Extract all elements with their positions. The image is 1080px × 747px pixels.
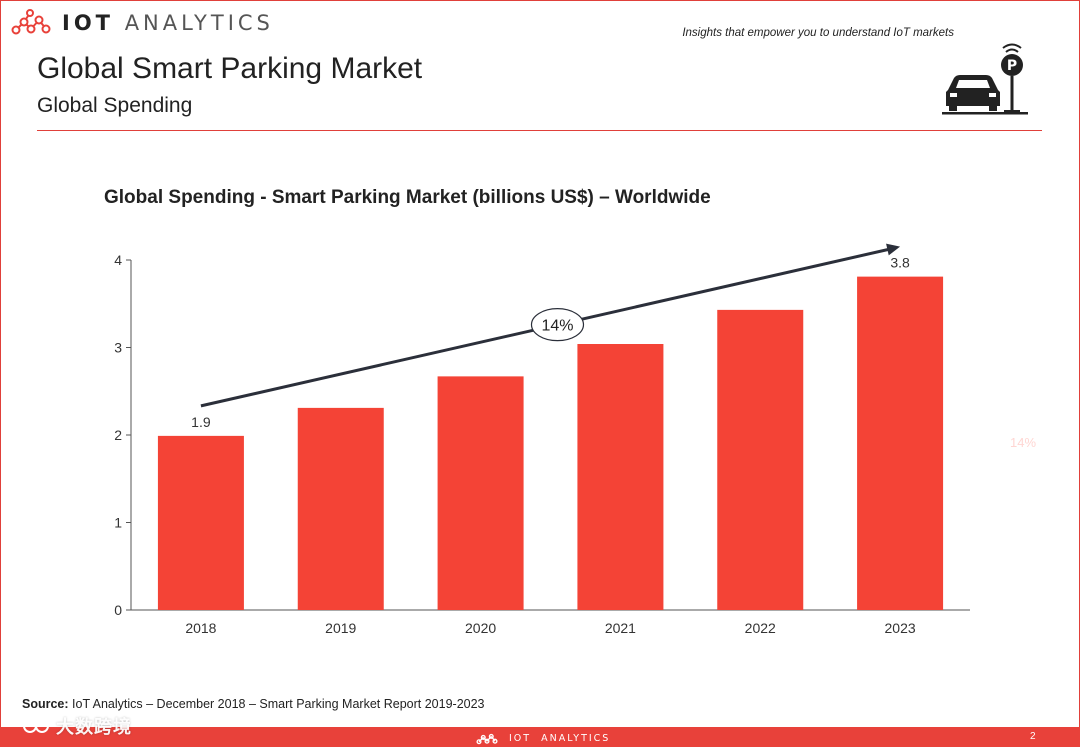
x-tick-label: 2019 bbox=[325, 620, 356, 636]
growth-arrowhead bbox=[886, 243, 901, 256]
svg-text:P: P bbox=[1007, 58, 1017, 74]
bar bbox=[857, 276, 944, 610]
cagr-badge bbox=[530, 308, 585, 342]
bar-chart: 0 1 2 3 4 2018 1.9 2019 2020 2021 2022 2023 3.8 14% bbox=[114, 243, 970, 636]
x-tick-label: 2021 bbox=[605, 620, 636, 636]
footer-bar bbox=[0, 727, 1080, 747]
logo-light-text: ANALYTICS bbox=[124, 11, 274, 35]
source-label: Source: bbox=[22, 697, 69, 711]
source-note: Source: IoT Analytics – December 2018 – … bbox=[22, 697, 485, 711]
data-label: 1.9 bbox=[191, 414, 211, 430]
bar bbox=[717, 309, 804, 610]
y-tick-label: 3 bbox=[114, 340, 122, 356]
bar bbox=[297, 407, 384, 610]
logo-bold-text: IOT bbox=[62, 11, 114, 35]
watermark-text: 大数跨境 bbox=[56, 717, 132, 737]
logo-wordmark: IOT ANALYTICS bbox=[62, 11, 274, 35]
page-number: 2 bbox=[1030, 731, 1036, 742]
footer-logo-light: ANALYTICS bbox=[541, 732, 611, 744]
iot-analytics-logo: IOT ANALYTICS bbox=[10, 8, 274, 38]
y-tick-label: 1 bbox=[114, 515, 122, 531]
page-title: Global Smart Parking Market bbox=[37, 52, 423, 85]
faint-growth-label: 14% bbox=[1010, 435, 1037, 450]
x-tick-label: 2022 bbox=[745, 620, 776, 636]
chart-title: Global Spending - Smart Parking Market (… bbox=[104, 187, 711, 208]
smart-parking-icon: P bbox=[942, 43, 1028, 115]
x-tick-label: 2023 bbox=[885, 620, 916, 636]
x-tick-label: 2020 bbox=[465, 620, 496, 636]
tagline: Insights that empower you to understand … bbox=[682, 27, 954, 39]
data-label: 3.8 bbox=[890, 255, 910, 271]
bar bbox=[157, 435, 244, 610]
page-subtitle: Global Spending bbox=[37, 94, 193, 117]
bar bbox=[577, 344, 664, 610]
footer-logo-bold: IOT bbox=[509, 732, 532, 744]
source-text: IoT Analytics – December 2018 – Smart Pa… bbox=[68, 697, 485, 711]
x-tick-label: 2018 bbox=[185, 620, 216, 636]
y-tick-label: 2 bbox=[114, 427, 122, 443]
bar bbox=[437, 376, 524, 610]
network-logo-icon bbox=[11, 9, 51, 35]
header-divider bbox=[37, 130, 1042, 131]
cagr-label: 14% bbox=[541, 318, 573, 335]
watermark: 大数跨境 bbox=[22, 713, 132, 739]
footer-logo: IOT ANALYTICS bbox=[475, 730, 610, 746]
watermark-logo-icon bbox=[23, 719, 49, 733]
y-tick-label: 0 bbox=[114, 602, 122, 618]
footer-network-icon bbox=[476, 733, 498, 745]
y-tick-label: 4 bbox=[114, 252, 122, 268]
